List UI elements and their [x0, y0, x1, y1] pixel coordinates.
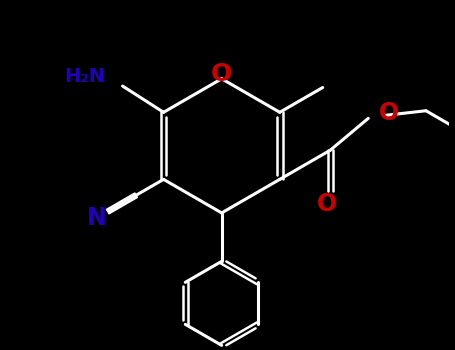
Text: N: N: [87, 206, 107, 230]
Text: O: O: [211, 62, 233, 86]
Text: O: O: [379, 100, 399, 125]
Text: H₂N: H₂N: [64, 66, 105, 86]
Text: O: O: [317, 192, 338, 216]
